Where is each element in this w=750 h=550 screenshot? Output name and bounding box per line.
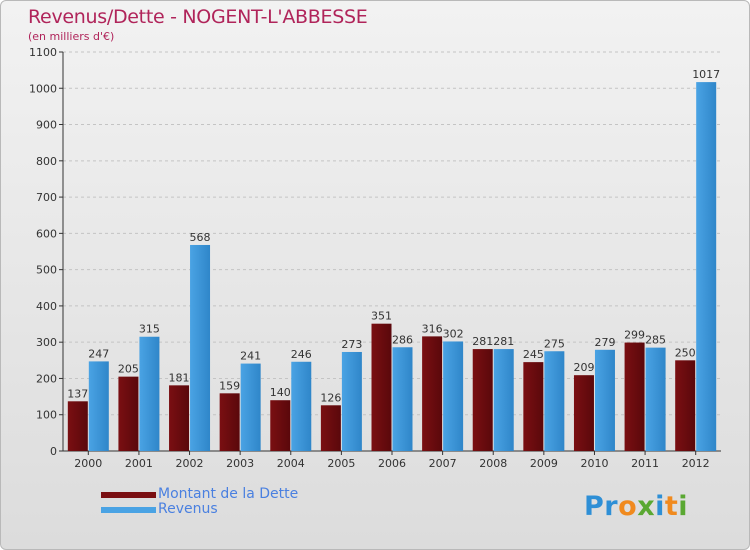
logo-letter: t: [664, 491, 679, 522]
value-label-revenus: 1017: [692, 68, 720, 81]
bar-dette: [675, 360, 696, 451]
x-tick-label: 2002: [176, 457, 204, 470]
value-label-revenus: 246: [291, 348, 312, 361]
chart-title: Revenus/Dette - NOGENT-L'ABBESSE: [28, 6, 368, 28]
legend-swatch-dette: [101, 491, 156, 498]
x-tick-label: 2006: [378, 457, 406, 470]
x-tick-label: 2004: [277, 457, 305, 470]
value-label-revenus: 241: [240, 350, 261, 363]
bar-dette: [118, 376, 139, 451]
value-label-dette: 209: [573, 361, 594, 374]
value-label-dette: 299: [624, 329, 645, 342]
x-tick-label: 2008: [479, 457, 507, 470]
chart-subtitle: (en milliers d'€): [28, 30, 115, 43]
value-label-dette: 140: [270, 386, 291, 399]
value-label-dette: 181: [169, 371, 190, 384]
y-tick-label: 100: [36, 409, 57, 422]
y-tick-label: 0: [50, 445, 57, 458]
value-label-dette: 159: [219, 379, 240, 392]
logo-letter: i: [655, 491, 665, 522]
y-tick-label: 1000: [29, 82, 57, 95]
legend-label-revenus: Revenus: [158, 501, 218, 517]
x-tick-label: 2011: [631, 457, 659, 470]
y-tick-label: 700: [36, 191, 57, 204]
legend-item-dette: Montant de la Dette: [101, 487, 298, 502]
bar-dette: [371, 323, 392, 451]
bar-dette: [270, 400, 291, 451]
x-tick-label: 2005: [327, 457, 355, 470]
logo-letter: x: [637, 491, 656, 522]
y-tick-label: 900: [36, 119, 57, 132]
value-label-revenus: 275: [544, 337, 565, 350]
logo-letter: i: [678, 491, 689, 522]
value-label-revenus: 279: [594, 336, 615, 349]
bar-revenus: [190, 244, 211, 451]
bar-revenus: [544, 351, 565, 451]
proxiti-logo: Proxiti: [584, 491, 688, 522]
y-tick-label: 800: [36, 155, 57, 168]
bar-dette: [624, 342, 645, 451]
x-tick-label: 2012: [682, 457, 710, 470]
bar-revenus: [645, 347, 666, 451]
value-label-revenus: 568: [190, 231, 211, 244]
bar-revenus: [240, 363, 261, 451]
bar-revenus: [291, 361, 312, 451]
legend-item-revenus: Revenus: [101, 502, 298, 517]
bar-revenus: [341, 351, 362, 451]
value-label-dette: 316: [422, 322, 443, 335]
value-label-dette: 205: [118, 363, 139, 376]
bar-revenus: [696, 82, 717, 452]
bar-revenus: [392, 347, 413, 451]
y-tick-label: 1100: [29, 46, 57, 59]
value-label-dette: 245: [523, 348, 544, 361]
x-tick-label: 2003: [226, 457, 254, 470]
logo-letter: r: [604, 491, 619, 522]
legend: Montant de la Dette Revenus: [101, 487, 298, 517]
bar-dette: [169, 385, 190, 451]
bar-dette: [472, 349, 493, 451]
bar-dette: [320, 405, 341, 451]
bar-revenus: [443, 341, 464, 451]
y-tick-label: 600: [36, 227, 57, 240]
y-tick-label: 300: [36, 336, 57, 349]
logo-letter: o: [618, 491, 638, 522]
x-tick-label: 2010: [580, 457, 608, 470]
bar-dette: [422, 336, 443, 451]
value-label-dette: 137: [67, 387, 88, 400]
value-label-revenus: 286: [392, 333, 413, 346]
bar-dette: [219, 393, 240, 451]
legend-label-dette: Montant de la Dette: [158, 486, 299, 502]
legend-swatch-revenus: [101, 506, 156, 513]
bar-dette: [573, 375, 594, 451]
x-tick-label: 2009: [530, 457, 558, 470]
value-label-revenus: 315: [139, 323, 160, 336]
value-label-dette: 250: [675, 346, 696, 359]
bar-revenus: [139, 336, 160, 451]
bar-dette: [523, 362, 544, 451]
logo-letter: P: [584, 491, 605, 522]
value-label-revenus: 273: [341, 338, 362, 351]
bar-revenus: [594, 349, 615, 451]
value-label-revenus: 281: [493, 335, 514, 348]
bar-dette: [67, 401, 88, 451]
y-tick-label: 500: [36, 264, 57, 277]
value-label-revenus: 302: [443, 327, 464, 340]
bar-revenus: [88, 361, 109, 451]
x-tick-label: 2000: [74, 457, 102, 470]
value-label-revenus: 247: [88, 347, 109, 360]
value-label-dette: 281: [472, 335, 493, 348]
y-tick-label: 200: [36, 372, 57, 385]
x-tick-label: 2007: [429, 457, 457, 470]
y-tick-label: 400: [36, 300, 57, 313]
value-label-dette: 351: [371, 310, 392, 323]
value-label-revenus: 285: [645, 334, 666, 347]
bar-revenus: [493, 349, 514, 451]
value-label-dette: 126: [320, 391, 341, 404]
x-tick-label: 2001: [125, 457, 153, 470]
